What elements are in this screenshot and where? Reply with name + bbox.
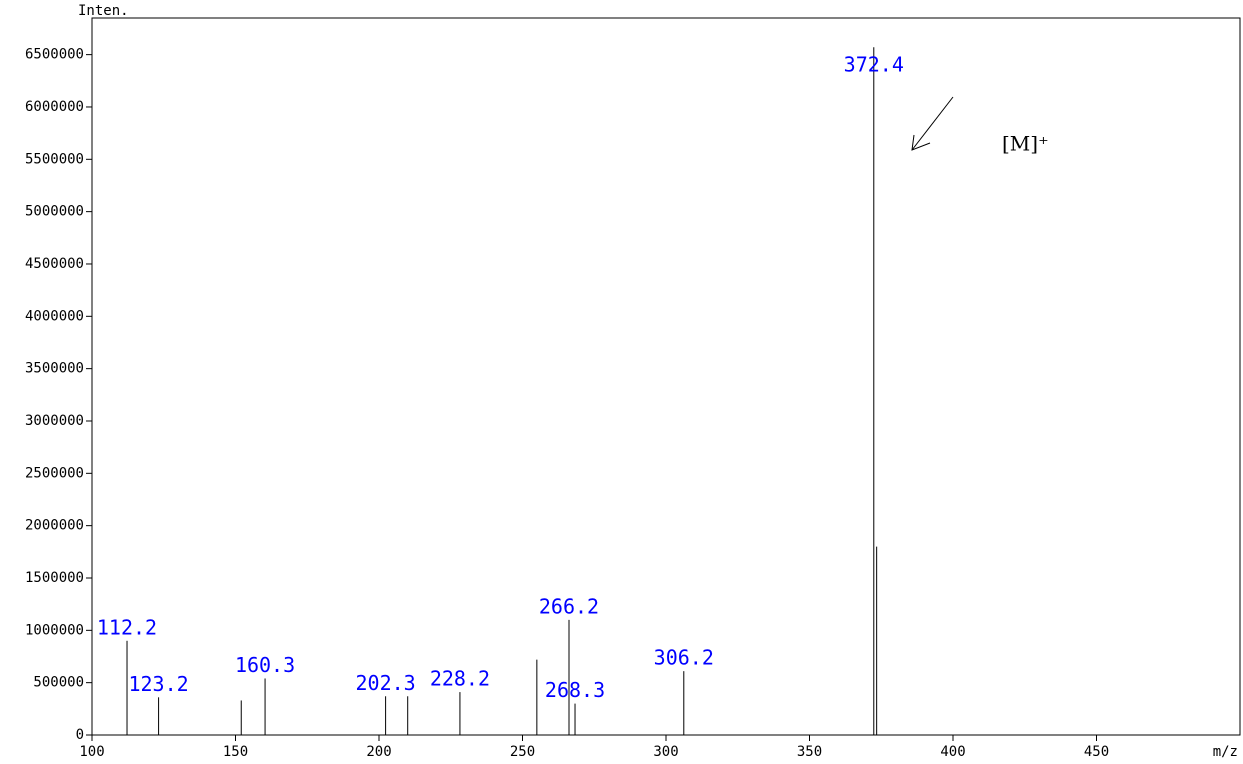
x-tick-label: 400 [940,744,965,760]
x-tick-label: 300 [653,744,678,760]
y-tick-label: 5000000 [25,204,84,220]
plot-frame [91,17,1241,736]
y-tick-label: 3500000 [25,361,84,377]
peak-label: 160.3 [235,653,295,677]
y-tick-label: 500000 [33,675,84,691]
peak-label: 112.2 [97,615,157,639]
y-tick-label: 4500000 [25,256,84,272]
x-tick-label: 200 [366,744,391,760]
y-tick-label: 2500000 [25,465,84,481]
peak-label: 202.3 [355,671,415,695]
x-tick-label: 150 [223,744,248,760]
x-tick-label: 100 [79,744,104,760]
y-tick-label: 2000000 [25,518,84,534]
peak-label: 228.2 [430,667,490,691]
y-tick-label: 3000000 [25,413,84,429]
x-tick-label: 350 [797,744,822,760]
peak-label: 372.4 [844,53,904,77]
x-axis-label: m/z [1213,744,1238,760]
x-tick-label: 250 [510,744,535,760]
y-tick-label: 1000000 [25,622,84,638]
arrow [911,96,954,151]
y-tick-label: 1500000 [25,570,84,586]
y-axis-label: Inten. [78,3,129,19]
x-tick-label: 450 [1084,744,1109,760]
peak-label: 266.2 [539,594,599,618]
y-tick-label: 5500000 [25,151,84,167]
annotation: [M]⁺ [1002,132,1049,156]
y-tick-label: 0 [76,727,84,743]
y-tick-label: 6500000 [25,47,84,63]
peak-label: 306.2 [654,646,714,670]
peak-label: 123.2 [128,672,188,696]
peak-label: 268.3 [545,678,605,702]
y-tick-label: 6000000 [25,99,84,115]
arrow-head [911,134,931,151]
y-tick-label: 4000000 [25,308,84,324]
